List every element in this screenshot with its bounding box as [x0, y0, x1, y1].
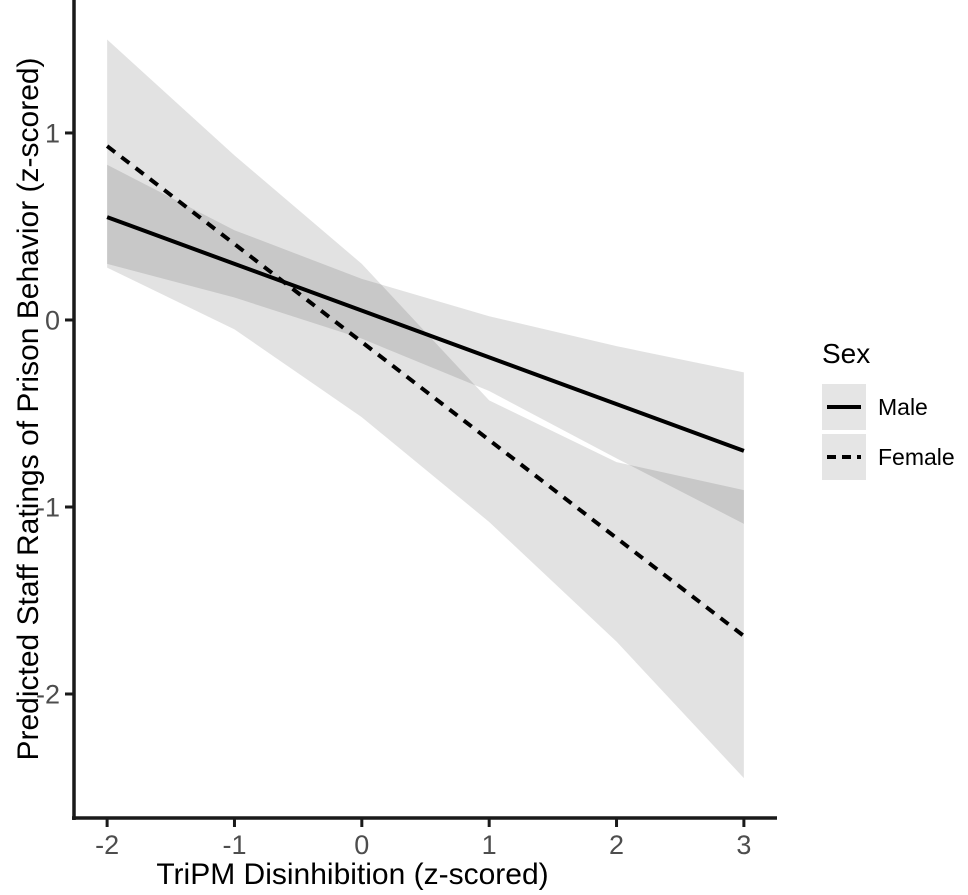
- male-ci-ribbon: [107, 164, 744, 524]
- x-tick-label: 3: [736, 830, 751, 860]
- y-tick-label: -1: [36, 492, 60, 522]
- legend-item-female: Female: [822, 434, 955, 480]
- female-line-sample: [827, 455, 861, 459]
- x-tick-label: -1: [222, 830, 246, 860]
- legend-item-male: Male: [822, 384, 955, 430]
- x-tick-label: 0: [354, 830, 369, 860]
- x-tick-label: 2: [609, 830, 624, 860]
- y-tick-label: -2: [36, 680, 60, 710]
- legend-label-female: Female: [878, 443, 955, 470]
- y-axis-title: Predicted Staff Ratings of Prison Behavi…: [12, 57, 45, 760]
- legend-label-male: Male: [878, 393, 928, 420]
- y-tick-label: 0: [45, 305, 60, 335]
- male-regression-line: [106, 215, 745, 453]
- male-key-swatch: [822, 384, 866, 430]
- male-line-sample: [827, 405, 861, 409]
- legend: Sex Male Female: [822, 338, 955, 484]
- x-axis-title: TriPM Disinhibition (z-scored): [156, 858, 548, 891]
- y-tick-label: 1: [45, 118, 60, 148]
- female-key-swatch: [822, 434, 866, 480]
- female-regression-line: [105, 144, 746, 638]
- x-tick-label: -2: [95, 830, 119, 860]
- legend-title: Sex: [822, 338, 871, 369]
- x-tick-label: 1: [482, 830, 497, 860]
- female-ci-ribbon: [107, 39, 744, 779]
